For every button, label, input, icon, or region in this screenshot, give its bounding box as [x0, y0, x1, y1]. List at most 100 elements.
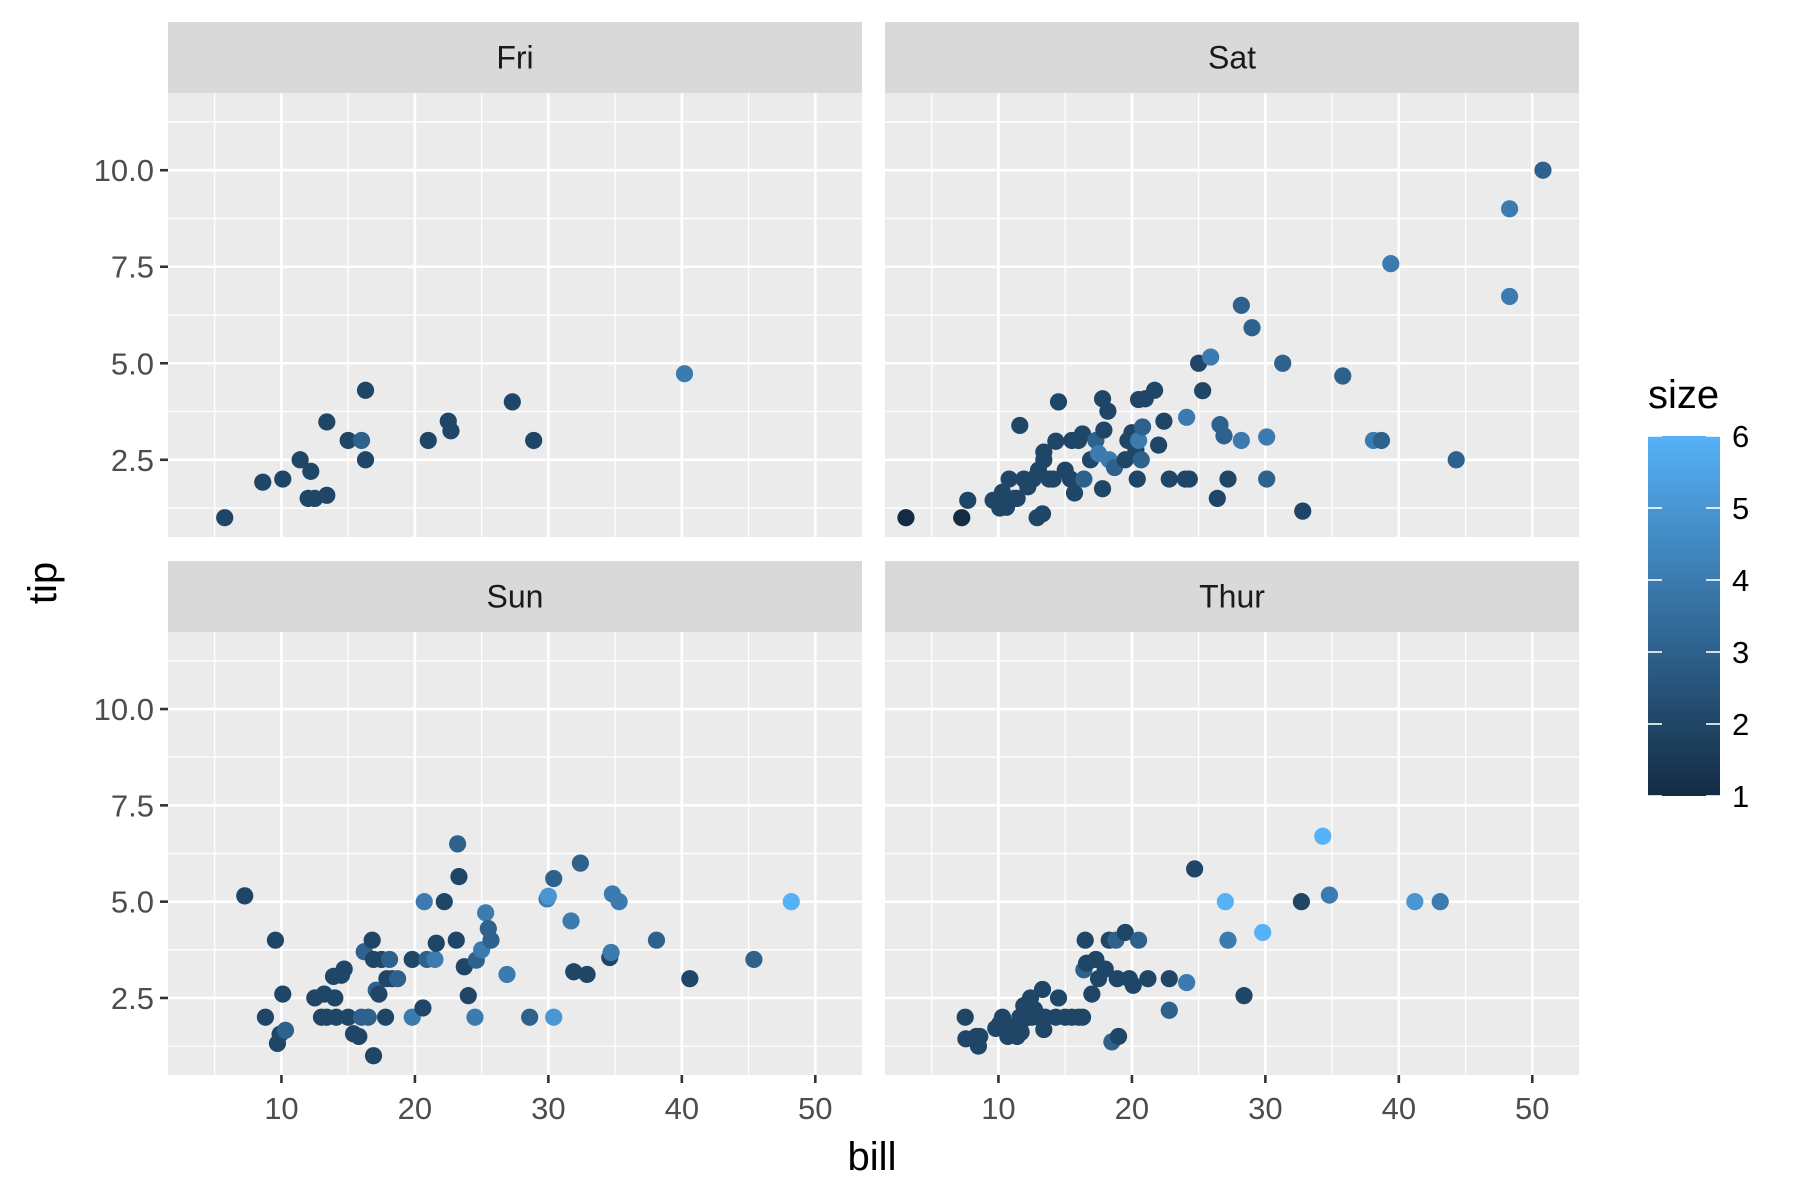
data-point: [571, 854, 589, 872]
data-point: [1194, 382, 1212, 400]
y-tick-label: 7.5: [111, 250, 154, 285]
data-point: [503, 393, 521, 411]
data-point: [1235, 987, 1253, 1005]
data-point: [426, 950, 444, 969]
facet-strip-label: Thur: [1199, 579, 1265, 615]
data-point: [1073, 425, 1092, 443]
data-point: [415, 893, 433, 911]
data-point: [435, 893, 453, 911]
data-point: [1083, 985, 1101, 1003]
data-point: [1047, 432, 1065, 450]
data-point: [1073, 1008, 1092, 1026]
data-point: [1258, 428, 1276, 446]
data-point: [1076, 931, 1094, 949]
data-point: [782, 893, 800, 911]
data-point: [1033, 980, 1052, 999]
facet-strip: [885, 561, 1579, 632]
y-tick-label: 10.0: [94, 153, 154, 188]
data-point: [1145, 381, 1164, 399]
panels-layer: Fri 2.5 5.0 7.5 10.0 Sat Sun 2.5 5.0 7.5 10.0 10 20 3…: [94, 22, 1579, 1126]
data-point: [359, 1008, 377, 1026]
data-point: [419, 431, 437, 450]
y-tick-label: 2.5: [111, 981, 154, 1016]
data-point: [1044, 470, 1062, 488]
data-point: [1160, 470, 1178, 488]
legend-title: size: [1648, 373, 1719, 417]
data-point: [545, 869, 563, 888]
data-point: [1314, 827, 1332, 845]
data-point: [565, 963, 583, 981]
data-point: [498, 965, 516, 984]
data-point: [1049, 393, 1068, 411]
data-point: [414, 999, 432, 1017]
data-point: [610, 893, 628, 911]
data-point: [1095, 421, 1113, 439]
data-point: [1035, 443, 1053, 461]
legend-tick-label: 5: [1732, 491, 1749, 526]
data-point: [1049, 989, 1068, 1007]
data-point: [335, 960, 353, 978]
data-point: [1093, 480, 1112, 498]
data-point: [1149, 436, 1168, 454]
data-point: [450, 868, 468, 886]
data-point: [1501, 200, 1519, 218]
data-point: [1132, 451, 1150, 469]
data-point: [1202, 348, 1220, 366]
facet-strip-label: Sun: [487, 579, 544, 615]
data-point: [427, 934, 445, 952]
data-point: [525, 431, 543, 450]
data-point: [466, 1008, 484, 1026]
x-tick-label: 50: [1515, 1091, 1549, 1126]
data-point: [1294, 502, 1312, 520]
data-point: [274, 470, 292, 488]
data-point: [1501, 287, 1519, 306]
data-point: [1012, 1023, 1030, 1041]
data-point: [1254, 923, 1272, 942]
legend-tick-label: 2: [1732, 707, 1749, 742]
x-tick-label: 40: [665, 1091, 699, 1126]
data-point: [1133, 418, 1152, 436]
data-point: [388, 970, 407, 988]
data-point: [1186, 860, 1204, 878]
data-point: [339, 1008, 357, 1026]
x-tick-label: 10: [264, 1091, 298, 1126]
x-tick-label: 30: [1248, 1091, 1282, 1126]
data-point: [1129, 931, 1148, 949]
data-point: [1320, 886, 1339, 904]
facet-strip: [885, 22, 1579, 93]
data-point: [356, 381, 375, 399]
data-point: [1116, 923, 1134, 942]
x-tick-label: 50: [798, 1091, 832, 1126]
y-tick-label: 2.5: [111, 443, 154, 478]
data-point: [1096, 960, 1114, 978]
data-point: [449, 835, 467, 853]
data-point: [1232, 431, 1250, 450]
data-point: [216, 509, 234, 527]
data-point: [370, 985, 388, 1003]
data-point: [647, 931, 666, 949]
data-point: [1243, 319, 1261, 337]
data-point: [1534, 161, 1552, 179]
data-point: [1178, 408, 1196, 426]
legend-colorbar: [1648, 436, 1720, 796]
data-point: [350, 1027, 368, 1046]
facet-panel-sat: Sat: [885, 22, 1579, 537]
data-point: [236, 887, 254, 905]
x-tick-label: 40: [1382, 1091, 1416, 1126]
data-point: [326, 989, 344, 1007]
data-point: [318, 413, 336, 431]
data-point: [1219, 470, 1237, 488]
facet-panel-sun: Sun 2.5 5.0 7.5 10.0 10 20 30 40 50: [94, 561, 862, 1126]
data-point: [380, 950, 399, 969]
data-point: [1216, 893, 1234, 911]
data-point: [1011, 416, 1029, 435]
data-point: [1129, 431, 1148, 450]
data-point: [897, 509, 915, 527]
data-point: [376, 1008, 395, 1026]
data-point: [521, 1008, 539, 1026]
data-point: [266, 931, 285, 949]
data-point: [1065, 484, 1084, 502]
data-point: [1258, 470, 1276, 488]
data-point: [364, 1047, 383, 1065]
